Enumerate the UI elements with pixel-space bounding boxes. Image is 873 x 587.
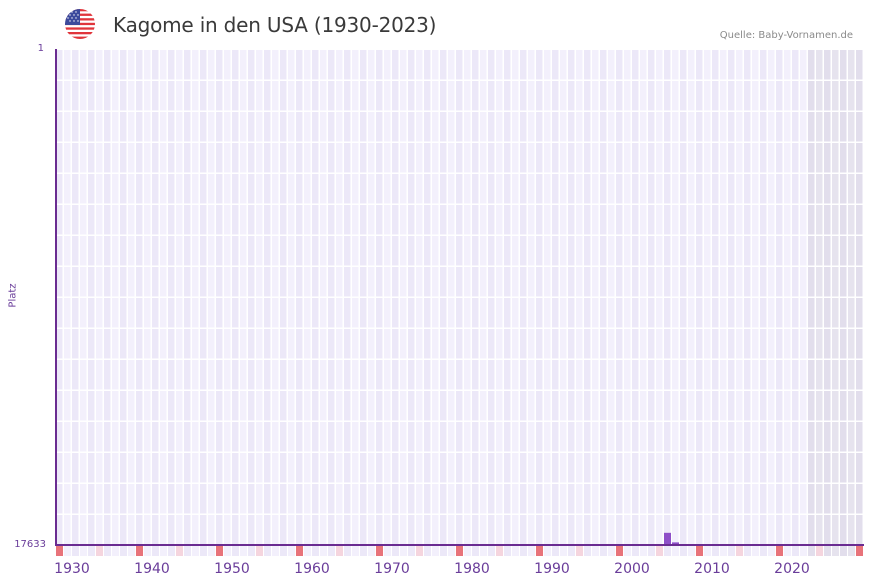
x-tick-label: 2000 (614, 561, 650, 577)
year-marker (816, 546, 823, 556)
year-marker (616, 546, 623, 556)
year-marker (696, 546, 703, 556)
x-tick-label: 2020 (774, 561, 810, 577)
year-marker (376, 546, 383, 556)
y-axis-label: Platz (7, 283, 19, 308)
year-marker (256, 546, 263, 556)
x-tick-label: 1950 (214, 561, 250, 577)
chart-title: Kagome in den USA (1930-2023) (113, 13, 437, 37)
x-axis-line (55, 544, 864, 546)
year-marker (776, 546, 783, 556)
source-credit: Quelle: Baby-Vornamen.de (719, 30, 853, 41)
year-marker (656, 546, 663, 556)
year-marker (56, 546, 63, 556)
year-marker (456, 546, 463, 556)
year-marker (336, 546, 343, 556)
us-flag-icon (65, 9, 95, 39)
year-marker (96, 546, 103, 556)
x-tick-label: 1960 (294, 561, 330, 577)
data-bar (672, 542, 679, 545)
x-tick-label: 1990 (534, 561, 570, 577)
year-marker (496, 546, 503, 556)
year-marker (536, 546, 543, 556)
x-tick-label: 1970 (374, 561, 410, 577)
year-marker (576, 546, 583, 556)
year-marker (296, 546, 303, 556)
x-tick-label: 2010 (694, 561, 730, 577)
year-marker (176, 546, 183, 556)
year-marker (856, 546, 863, 556)
y-tick-top: 1 (37, 43, 44, 54)
plot-area (56, 50, 863, 556)
x-tick-label: 1940 (134, 561, 170, 577)
y-tick-bottom: 17633 (14, 539, 46, 550)
x-tick-label: 1930 (54, 561, 90, 577)
year-marker (736, 546, 743, 556)
year-marker (216, 546, 223, 556)
y-axis-line (55, 49, 57, 546)
data-bar (664, 532, 671, 545)
x-tick-label: 1980 (454, 561, 490, 577)
year-marker (136, 546, 143, 556)
year-marker (416, 546, 423, 556)
